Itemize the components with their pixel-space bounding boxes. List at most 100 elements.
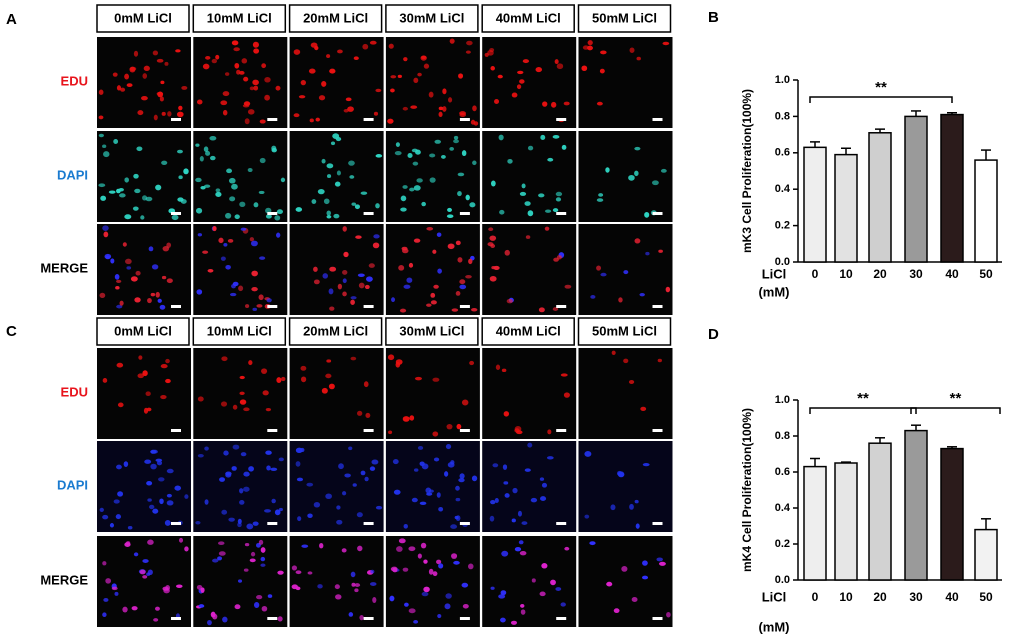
- nucleus: [219, 477, 226, 482]
- nucleus: [426, 303, 432, 307]
- nucleus: [599, 68, 605, 74]
- nucleus: [152, 508, 159, 514]
- nucleus: [232, 444, 240, 450]
- row-label: EDU: [61, 384, 88, 399]
- nucleus: [176, 584, 183, 588]
- nucleus: [365, 412, 371, 418]
- nucleus: [102, 561, 107, 566]
- nucleus: [362, 43, 369, 50]
- nucleus: [147, 569, 153, 576]
- significance-bracket: [809, 96, 953, 103]
- nucleus: [233, 47, 240, 52]
- nucleus: [313, 266, 318, 272]
- nucleus: [584, 514, 590, 519]
- nucleus: [152, 50, 159, 56]
- nucleus: [410, 105, 418, 109]
- nucleus: [295, 207, 303, 212]
- nucleus: [535, 67, 543, 73]
- nucleus: [237, 522, 242, 528]
- nucleus: [538, 193, 545, 198]
- nucleus: [150, 463, 157, 470]
- nucleus: [413, 620, 419, 624]
- nucleus: [160, 80, 165, 85]
- nucleus: [240, 452, 247, 457]
- nucleus: [459, 111, 466, 116]
- nucleus: [159, 304, 166, 310]
- column-header: 50mM LiCl: [592, 323, 657, 338]
- nucleus: [555, 191, 563, 197]
- nucleus: [253, 202, 259, 208]
- nucleus: [220, 100, 228, 106]
- nucleus: [420, 55, 427, 61]
- nucleus: [617, 471, 625, 477]
- nucleus: [414, 376, 422, 381]
- nucleus: [356, 512, 363, 518]
- nucleus: [554, 59, 559, 65]
- column-header-box: [96, 4, 190, 33]
- panel-letter: A: [6, 11, 17, 28]
- nucleus: [511, 92, 518, 98]
- nucleus: [390, 75, 397, 79]
- nucleus: [338, 463, 344, 470]
- nucleus: [403, 57, 408, 62]
- nucleus: [388, 430, 393, 435]
- nucleus: [222, 91, 230, 97]
- nucleus: [336, 505, 341, 510]
- nucleus: [590, 295, 596, 299]
- nucleus: [501, 550, 509, 557]
- nucleus: [116, 464, 122, 470]
- nucleus: [195, 207, 203, 214]
- nucleus: [450, 524, 458, 529]
- nucleus: [165, 358, 170, 364]
- nucleus: [265, 214, 272, 219]
- nucleus: [462, 603, 469, 609]
- x-axis-label: LiCl: [762, 589, 787, 604]
- nucleus: [223, 242, 228, 247]
- nucleus: [453, 139, 459, 144]
- nucleus: [596, 198, 604, 202]
- nucleus: [120, 87, 126, 92]
- nucleus: [119, 300, 124, 306]
- row-label: EDU: [61, 73, 88, 88]
- nucleus: [227, 239, 234, 243]
- nucleus: [449, 38, 455, 44]
- nucleus: [552, 134, 560, 139]
- nucleus: [222, 616, 228, 623]
- nucleus: [423, 63, 430, 69]
- nucleus: [161, 275, 167, 280]
- nucleus: [102, 225, 109, 231]
- nucleus: [155, 184, 162, 191]
- nucleus: [156, 58, 164, 63]
- nucleus: [555, 587, 562, 591]
- nucleus: [366, 276, 373, 282]
- nucleus: [409, 187, 415, 192]
- nucleus: [204, 499, 209, 505]
- nucleus: [239, 399, 247, 405]
- nucleus: [441, 154, 446, 159]
- nucleus: [98, 133, 104, 138]
- nucleus: [157, 298, 162, 303]
- nucleus: [404, 602, 409, 607]
- y-tick-label: 0.2: [775, 220, 790, 232]
- nucleus: [256, 304, 263, 308]
- nucleus: [259, 256, 266, 260]
- nucleus: [396, 546, 403, 552]
- column-header-box: [481, 4, 575, 33]
- nucleus: [151, 264, 159, 270]
- nucleus: [322, 273, 329, 279]
- nucleus: [122, 242, 127, 247]
- scale-bar: [556, 305, 567, 308]
- nucleus: [507, 158, 513, 164]
- column-header: 30mM LiCl: [399, 10, 464, 25]
- nucleus: [142, 195, 148, 201]
- nucleus: [116, 85, 122, 91]
- scale-bar: [267, 617, 278, 620]
- nucleus: [354, 583, 361, 587]
- nucleus: [402, 416, 410, 422]
- nucleus: [469, 202, 476, 208]
- nucleus: [166, 278, 173, 284]
- nucleus: [469, 360, 475, 366]
- nucleus: [293, 113, 300, 118]
- nucleus: [550, 579, 556, 586]
- y-tick-label: 0.0: [775, 574, 790, 586]
